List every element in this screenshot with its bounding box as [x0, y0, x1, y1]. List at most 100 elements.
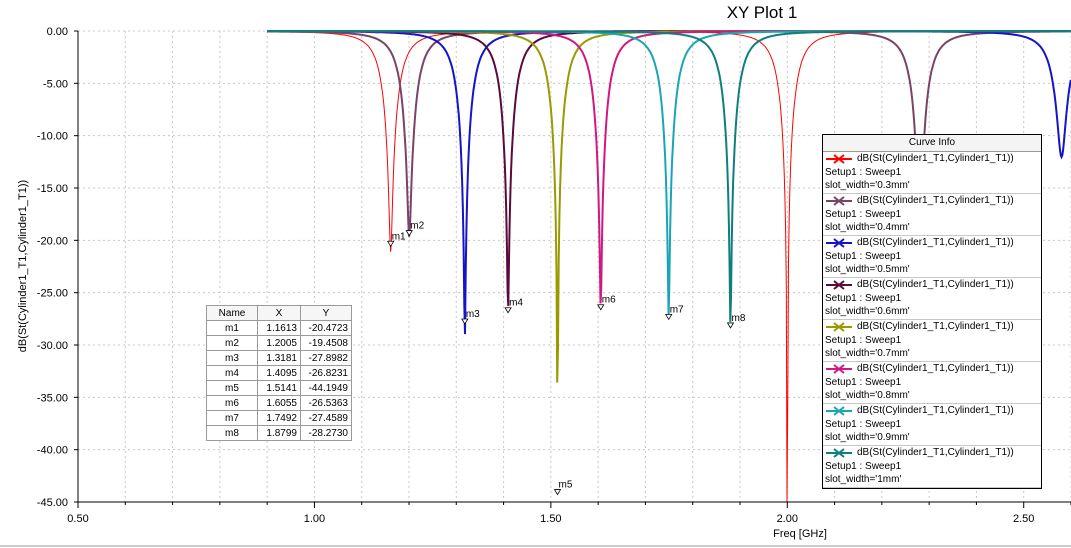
y-tick-label: -40.00 [37, 445, 68, 457]
marker-name-cell: m4 [206, 365, 258, 381]
marker-m4-label: m4 [509, 298, 523, 309]
marker-x-cell: 1.8799 [257, 425, 301, 441]
y-axis-title: dB(St(Cylinder1_T1,Cylinder1_T1)) [17, 180, 29, 352]
y-tick-label: -35.00 [37, 392, 68, 404]
curve-info-entry: dB(St(Cylinder1_T1,Cylinder1_T1)) Setup1 … [823, 320, 1041, 362]
curve-variation: slot_width='0.7mm' [825, 348, 910, 359]
marker-table-row: m4 1.4095 -26.8231 [206, 365, 352, 381]
curve-trace-name: dB(St(Cylinder1_T1,Cylinder1_T1)) [857, 321, 1014, 332]
marker-name-cell: m6 [206, 395, 258, 411]
marker-m3-triangle [461, 318, 469, 325]
marker-y-cell: -27.8982 [300, 350, 352, 366]
marker-m8-label: m8 [731, 313, 745, 324]
marker-m8-triangle [726, 322, 735, 329]
marker-name-cell: m5 [206, 380, 258, 396]
plot-title: XY Plot 1 [727, 3, 798, 22]
curve-swatch-icon [826, 154, 852, 164]
x-tick-label: 1.00 [304, 513, 325, 525]
curve-setup: Setup1 : Sweep1 [825, 377, 902, 388]
marker-m2-triangle [405, 230, 413, 237]
x-axis-title: Freq [GHz] [773, 528, 827, 540]
curve-info-trace-row: dB(St(Cylinder1_T1,Cylinder1_T1)) [825, 236, 1041, 250]
marker-m4-triangle [504, 307, 512, 314]
curve-swatch-icon [826, 406, 852, 416]
curve-variation: slot_width='0.8mm' [825, 390, 910, 401]
marker-y-cell: -26.8231 [300, 365, 352, 381]
marker-m5-triangle [553, 489, 562, 496]
marker-table-row: m2 1.2005 -19.4508 [206, 335, 352, 351]
y-tick-label: -30.00 [37, 340, 68, 352]
curve-info-entry: dB(St(Cylinder1_T1,Cylinder1_T1)) Setup1 … [823, 362, 1041, 404]
curve-info-trace-row: dB(St(Cylinder1_T1,Cylinder1_T1)) [825, 404, 1041, 418]
curve-info-entry: dB(St(Cylinder1_T1,Cylinder1_T1)) Setup1 … [823, 446, 1041, 488]
marker-m3-label: m3 [466, 309, 480, 320]
curve-info-entry: dB(St(Cylinder1_T1,Cylinder1_T1)) Setup1 … [823, 278, 1041, 320]
marker-m7-triangle [664, 314, 673, 321]
x-tick-label: 2.00 [777, 513, 798, 525]
marker-m7-label: m7 [670, 304, 684, 315]
marker-table-row: m7 1.7492 -27.4589 [206, 410, 352, 426]
y-tick-label: -5.00 [43, 78, 68, 90]
markers: m1 m2 m3 m4 m5 m6 m7 m8 [386, 221, 746, 496]
marker-table-header-name: Name [206, 305, 258, 321]
curves [267, 30, 1071, 503]
curve-info-trace-row: dB(St(Cylinder1_T1,Cylinder1_T1)) [825, 152, 1041, 166]
curve-info-entry: dB(St(Cylinder1_T1,Cylinder1_T1)) Setup1 … [823, 236, 1041, 278]
curve-swatch-icon [826, 238, 852, 248]
curve-setup: Setup1 : Sweep1 [825, 293, 902, 304]
marker-y-cell: -27.4589 [300, 410, 352, 426]
curve-swatch-icon [826, 280, 852, 290]
y-tick-label: -45.00 [37, 497, 68, 509]
marker-name-cell: m7 [206, 410, 258, 426]
marker-x-cell: 1.2005 [257, 335, 301, 351]
y-tick-label: -15.00 [37, 183, 68, 195]
marker-x-cell: 1.3181 [257, 350, 301, 366]
marker-table-row: m5 1.5141 -44.1949 [206, 380, 352, 396]
marker-y-cell: -26.5363 [300, 395, 352, 411]
marker-table-header-y: Y [300, 305, 352, 321]
curve-info-trace-row: dB(St(Cylinder1_T1,Cylinder1_T1)) [825, 446, 1041, 460]
curve-info-title: Curve Info [823, 135, 1041, 152]
marker-x-cell: 1.5141 [257, 380, 301, 396]
marker-x-cell: 1.6055 [257, 395, 301, 411]
axes: 0.00 -5.00 -10.00 -15.00 -20.00 -25.00 -30.00 -… [37, 26, 1071, 525]
curve-swatch-icon [826, 364, 852, 374]
marker-table-row: m8 1.8799 -28.2730 [206, 425, 352, 441]
marker-y-cell: -44.1949 [300, 380, 352, 396]
curve-variation: slot_width='0.5mm' [825, 264, 910, 275]
marker-table-row: m3 1.3181 -27.8982 [206, 350, 352, 366]
y-tick-label: -20.00 [37, 235, 68, 247]
curve-swatch-icon [826, 196, 852, 206]
marker-y-cell: -20.4723 [300, 320, 352, 336]
marker-table: Name X Y m1 1.1613 -20.4723 m2 1.2005 -19.450… [206, 305, 352, 441]
marker-name-cell: m1 [206, 320, 258, 336]
marker-y-cell: -28.2730 [300, 425, 352, 441]
curve-info-entry: dB(St(Cylinder1_T1,Cylinder1_T1)) Setup1 … [823, 194, 1041, 236]
curve-info-trace-row: dB(St(Cylinder1_T1,Cylinder1_T1)) [825, 194, 1041, 208]
curve-variation: slot_width='1mm' [825, 474, 902, 485]
y-tick-label: -25.00 [37, 288, 68, 300]
marker-name-cell: m3 [206, 350, 258, 366]
curve-info-trace-row: dB(St(Cylinder1_T1,Cylinder1_T1)) [825, 278, 1041, 292]
marker-name-cell: m8 [206, 425, 258, 441]
marker-table-row: m6 1.6055 -26.5363 [206, 395, 352, 411]
curve-setup: Setup1 : Sweep1 [825, 335, 902, 346]
curve-series-8 [267, 30, 1071, 322]
marker-table-row: m1 1.1613 -20.4723 [206, 320, 352, 336]
curve-info-entry: dB(St(Cylinder1_T1,Cylinder1_T1)) Setup1 … [823, 404, 1041, 446]
curve-trace-name: dB(St(Cylinder1_T1,Cylinder1_T1)) [857, 279, 1014, 290]
curve-setup: Setup1 : Sweep1 [825, 167, 902, 178]
y-tick-label: 0.00 [47, 26, 68, 38]
marker-name-cell: m2 [206, 335, 258, 351]
marker-x-cell: 1.7492 [257, 410, 301, 426]
curve-variation: slot_width='0.9mm' [825, 432, 910, 443]
curve-setup: Setup1 : Sweep1 [825, 251, 902, 262]
x-tick-label: 0.50 [67, 513, 88, 525]
marker-m1-label: m1 [392, 231, 406, 242]
curve-setup: Setup1 : Sweep1 [825, 461, 902, 472]
curve-info-trace-row: dB(St(Cylinder1_T1,Cylinder1_T1)) [825, 320, 1041, 334]
curve-variation: slot_width='0.6mm' [825, 306, 910, 317]
y-tick-label: -10.00 [37, 131, 68, 143]
curve-setup: Setup1 : Sweep1 [825, 419, 902, 430]
curve-trace-name: dB(St(Cylinder1_T1,Cylinder1_T1)) [857, 447, 1014, 458]
